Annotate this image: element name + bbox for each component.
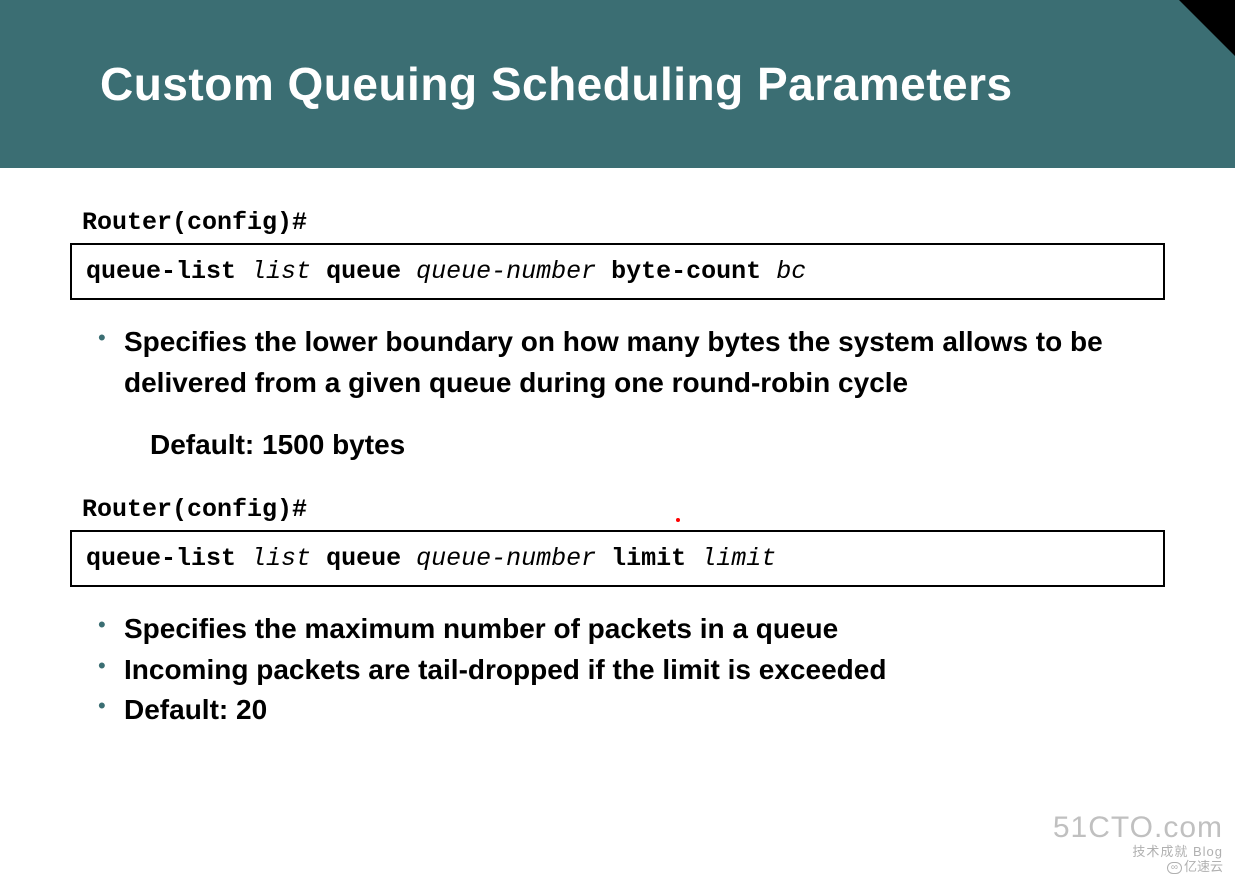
cmd2-arg1: list	[251, 544, 311, 573]
cmd1-arg3: bc	[776, 257, 806, 286]
cmd2-arg3: limit	[701, 544, 776, 573]
command-box-1: queue-list list queue queue-number byte-…	[70, 243, 1165, 300]
slide-header: Custom Queuing Scheduling Parameters	[0, 0, 1235, 168]
cmd1-kw1: queue-list	[86, 257, 236, 286]
cmd2-kw2: queue	[326, 544, 401, 573]
cmd1-kw2: queue	[326, 257, 401, 286]
bullet-item: Incoming packets are tail-dropped if the…	[98, 650, 1165, 691]
router-prompt-1: Router(config)#	[82, 208, 1165, 237]
bullet-list-2: Specifies the maximum number of packets …	[70, 609, 1165, 731]
bullet-item: Specifies the maximum number of packets …	[98, 609, 1165, 650]
default-note-1: Default: 1500 bytes	[150, 429, 1165, 461]
watermark-cloud-text: 亿速云	[1184, 859, 1223, 874]
cmd2-kw1: queue-list	[86, 544, 236, 573]
slide-content: Router(config)# queue-list list queue qu…	[0, 168, 1235, 769]
cloud-icon: ∞	[1167, 862, 1182, 874]
cursor-dot	[676, 518, 680, 522]
cmd2-arg2: queue-number	[416, 544, 596, 573]
bullet-item: Default: 20	[98, 690, 1165, 731]
command-box-2: queue-list list queue queue-number limit…	[70, 530, 1165, 587]
cmd1-arg1: list	[251, 257, 311, 286]
cmd2-kw3: limit	[611, 544, 686, 573]
slide-title: Custom Queuing Scheduling Parameters	[100, 57, 1013, 111]
watermark-cloud: ∞亿速云	[1053, 860, 1223, 874]
cmd1-kw3: byte-count	[611, 257, 761, 286]
corner-triangle	[1179, 0, 1235, 56]
cmd1-arg2: queue-number	[416, 257, 596, 286]
watermark-main: 51CTO.com	[1053, 813, 1223, 843]
watermark: 51CTO.com 技术成就 Blog ∞亿速云	[1053, 813, 1223, 874]
bullet-item: Specifies the lower boundary on how many…	[98, 322, 1165, 403]
router-prompt-2: Router(config)#	[82, 495, 1165, 524]
bullet-list-1: Specifies the lower boundary on how many…	[70, 322, 1165, 403]
watermark-sub: 技术成就 Blog	[1053, 845, 1223, 858]
